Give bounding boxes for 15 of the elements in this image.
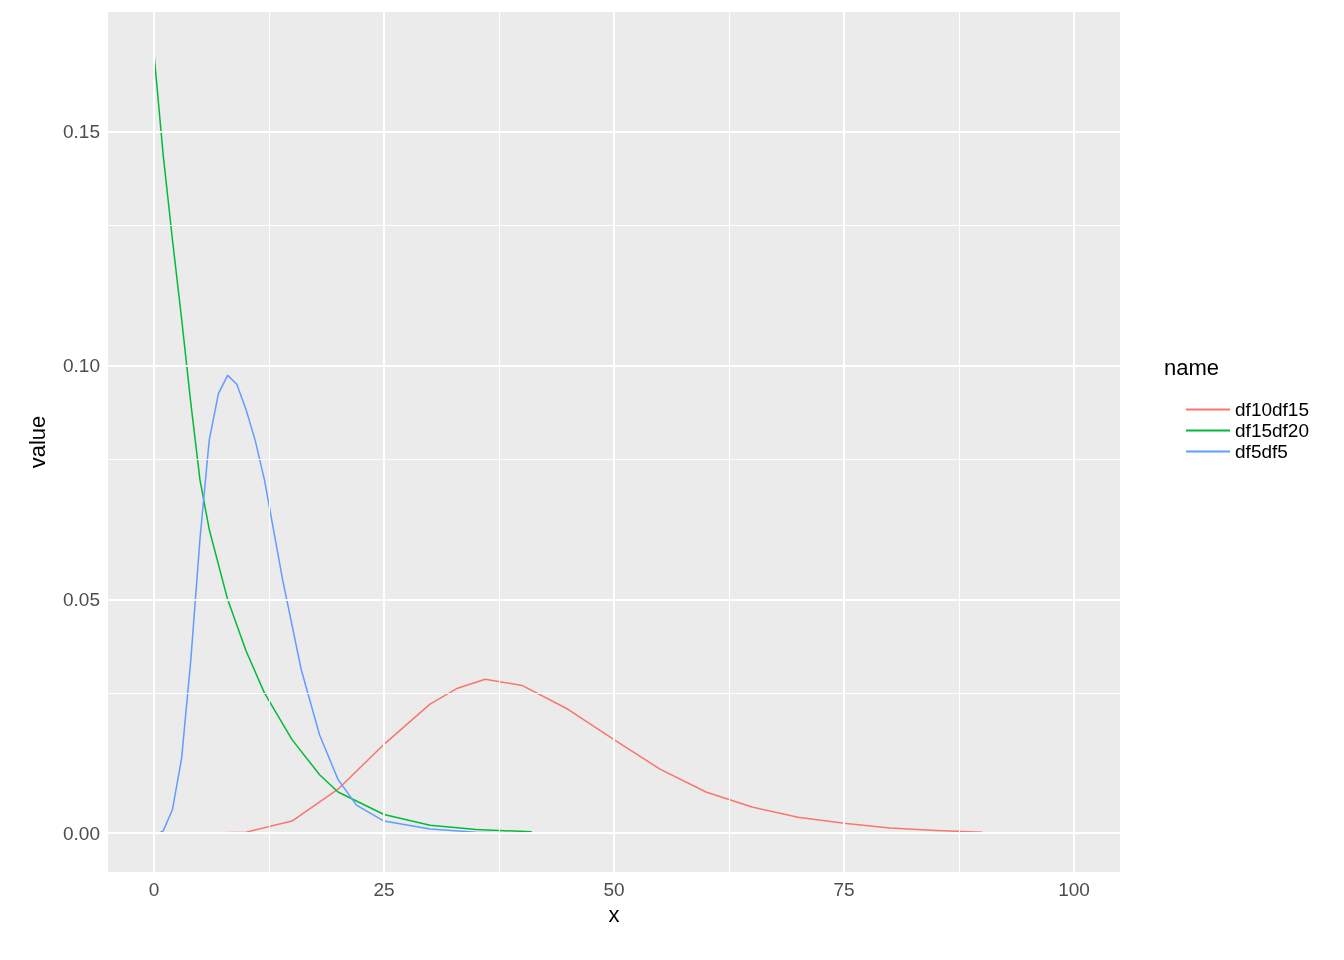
x-tick-label: 50 xyxy=(603,879,625,900)
x-tick-label: 75 xyxy=(833,879,855,900)
legend-label: df15df20 xyxy=(1235,420,1310,441)
legend-label: df10df15 xyxy=(1235,399,1310,420)
x-tick-label: 100 xyxy=(1058,879,1090,900)
y-tick-label: 0.15 xyxy=(63,121,100,143)
y-tick-label: 0.10 xyxy=(63,355,100,377)
x-tick-label: 0 xyxy=(148,879,160,900)
y-tick-label: 0.00 xyxy=(63,822,100,844)
x-tick-label: 25 xyxy=(373,879,395,900)
legend-title: name xyxy=(1164,354,1220,380)
y-tick-label: 0.05 xyxy=(63,588,100,610)
y-axis-title: value xyxy=(24,415,50,469)
x-axis-title: x xyxy=(608,902,620,928)
legend-label: df5df5 xyxy=(1235,441,1288,462)
